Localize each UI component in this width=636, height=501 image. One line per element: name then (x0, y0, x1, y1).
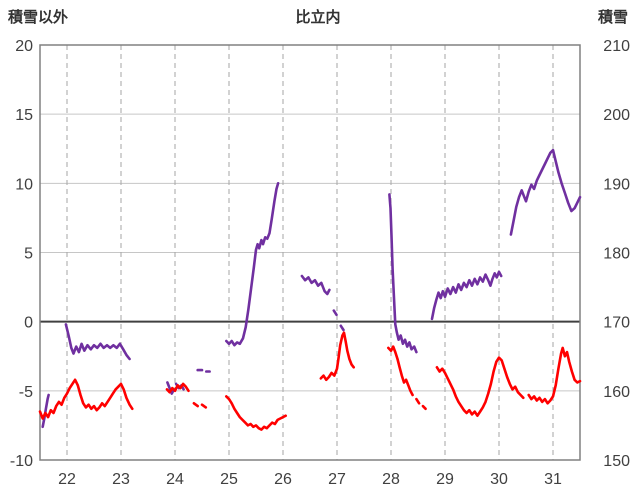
left-axis-title: 積雪以外 (8, 9, 69, 26)
left-axis-tick-label: 10 (15, 176, 33, 193)
series-purple-line (225, 182, 280, 347)
series-red-line (192, 401, 199, 408)
series-red-line (421, 404, 427, 411)
series-red-line (527, 346, 582, 405)
chart-title: 比立内 (295, 9, 341, 26)
x-axis-tick-label: 29 (436, 471, 454, 488)
right-axis-tick-label: 160 (603, 384, 630, 401)
series-red-line (38, 378, 134, 420)
right-axis-title: 積雪 (597, 9, 628, 26)
left-axis-tick-label: 20 (15, 38, 33, 55)
series-purple-line (430, 270, 503, 321)
series-purple-line (64, 323, 131, 361)
x-axis-tick-label: 25 (220, 471, 238, 488)
series-purple-line (300, 274, 331, 296)
x-axis-tick-label: 26 (274, 471, 292, 488)
title-row: 積雪以外 比立内 積雪 (0, 6, 636, 28)
series-red-line (200, 403, 208, 409)
x-axis-tick-label: 31 (544, 471, 562, 488)
right-axis-tick-label: 210 (603, 38, 630, 55)
x-axis-tick-label: 22 (58, 471, 76, 488)
left-axis-tick-label: -5 (19, 384, 33, 401)
left-axis-tick-label: 5 (24, 246, 33, 263)
right-axis-tick-label: 180 (603, 246, 630, 263)
left-axis-tick-label: -10 (10, 453, 33, 470)
left-axis-tick-label: 0 (24, 315, 33, 332)
series-purple-line (509, 148, 582, 236)
series-red-line (319, 331, 356, 382)
right-axis-tick-label: 170 (603, 315, 630, 332)
series-purple-line (332, 309, 338, 317)
series-purple-line (388, 193, 418, 354)
series-red-line (165, 382, 190, 394)
right-axis-tick-label: 190 (603, 176, 630, 193)
series-purple-line (41, 393, 50, 429)
x-axis-tick-label: 27 (328, 471, 346, 488)
x-axis-tick-label: 28 (382, 471, 400, 488)
series-red-line (386, 345, 414, 397)
series-purple-line (339, 324, 345, 332)
right-axis-tick-label: 200 (603, 107, 630, 124)
right-axis-tick-label: 150 (603, 453, 630, 470)
x-axis-tick-label: 30 (490, 471, 508, 488)
x-axis-tick-label: 24 (166, 471, 184, 488)
plot-border (39, 44, 581, 461)
series-red-line (225, 395, 288, 431)
x-axis-tick-label: 23 (112, 471, 130, 488)
left-axis-tick-label: 15 (15, 107, 33, 124)
series-red-line (415, 397, 421, 405)
series-red-line (435, 356, 525, 418)
